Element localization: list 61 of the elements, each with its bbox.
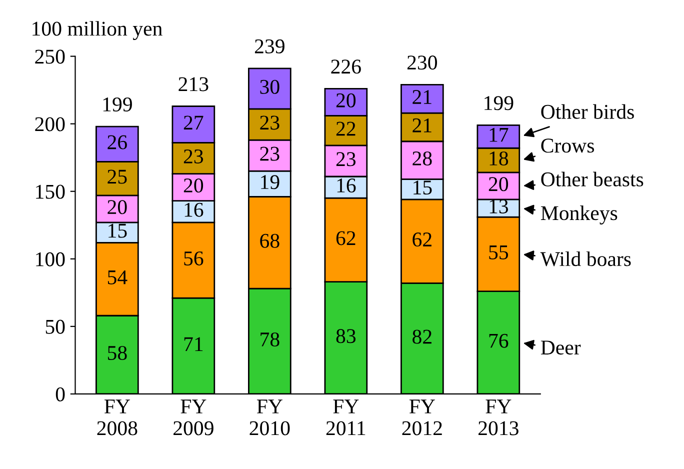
data-label: 21 xyxy=(412,90,432,104)
y-tick-label: 250 xyxy=(35,50,65,64)
series-label: Other birds xyxy=(541,104,634,119)
x-tick-label: FY 2013 xyxy=(478,400,518,436)
data-label: 25 xyxy=(108,170,127,184)
total-label: 199 xyxy=(484,96,514,110)
data-label: 71 xyxy=(184,337,203,352)
data-label: 23 xyxy=(184,149,204,164)
y-tick-label: 200 xyxy=(35,117,65,132)
x-tick-label: FY 2011 xyxy=(326,400,366,436)
data-label: 58 xyxy=(108,346,127,360)
data-label: 68 xyxy=(260,234,280,248)
data-label: 54 xyxy=(108,270,128,284)
series-label: Monkeys xyxy=(540,206,618,224)
y-tick-label: 150 xyxy=(36,184,65,199)
data-label: 16 xyxy=(337,178,356,193)
data-label: 30 xyxy=(260,80,280,94)
y-tick-label: 0 xyxy=(56,387,65,402)
series-label: Crows xyxy=(541,138,594,153)
data-label: 20 xyxy=(184,178,204,193)
data-label: 15 xyxy=(414,180,432,195)
data-label: 22 xyxy=(336,122,356,136)
data-label: 78 xyxy=(260,332,280,346)
data-label: 56 xyxy=(184,251,204,266)
x-tick-label: FY 2010 xyxy=(250,400,290,436)
data-label: 62 xyxy=(336,231,356,246)
data-label: 26 xyxy=(108,135,127,150)
data-label: 18 xyxy=(490,151,508,166)
data-label: 62 xyxy=(412,232,432,247)
total-label: 226 xyxy=(331,60,361,74)
y-tick-label: 50 xyxy=(46,320,65,334)
y-axis-title: 100 million yen xyxy=(32,21,162,40)
data-label: 27 xyxy=(184,116,204,130)
data-label: 28 xyxy=(412,151,432,166)
data-label: 83 xyxy=(336,329,356,344)
data-label: 23 xyxy=(260,146,280,161)
x-tick-label: FY 2012 xyxy=(402,400,442,436)
data-label: 55 xyxy=(489,246,508,260)
total-label: 199 xyxy=(103,97,132,112)
total-label: 230 xyxy=(407,56,438,70)
data-label: 20 xyxy=(336,93,356,108)
data-label: 76 xyxy=(489,334,508,348)
data-label: 20 xyxy=(488,177,508,192)
data-label: 13 xyxy=(490,199,508,214)
series-label: Other beasts xyxy=(541,172,644,186)
data-label: 82 xyxy=(412,330,432,344)
series-label: Deer xyxy=(540,340,581,355)
data-label: 16 xyxy=(184,202,204,217)
total-label: 213 xyxy=(178,77,208,92)
data-label: 20 xyxy=(108,200,127,214)
data-label: 15 xyxy=(108,224,127,238)
data-label: 21 xyxy=(412,118,432,132)
data-label: 23 xyxy=(260,116,280,130)
y-tick-label: 100 xyxy=(36,252,65,266)
series-label: Wild boars xyxy=(540,251,631,266)
total-label: 239 xyxy=(254,39,284,54)
x-tick-label: FY 2008 xyxy=(97,400,138,436)
x-tick-label: FY 2009 xyxy=(174,400,214,436)
data-label: 17 xyxy=(490,128,508,142)
data-label: 23 xyxy=(336,152,356,166)
data-label: 19 xyxy=(261,175,280,190)
